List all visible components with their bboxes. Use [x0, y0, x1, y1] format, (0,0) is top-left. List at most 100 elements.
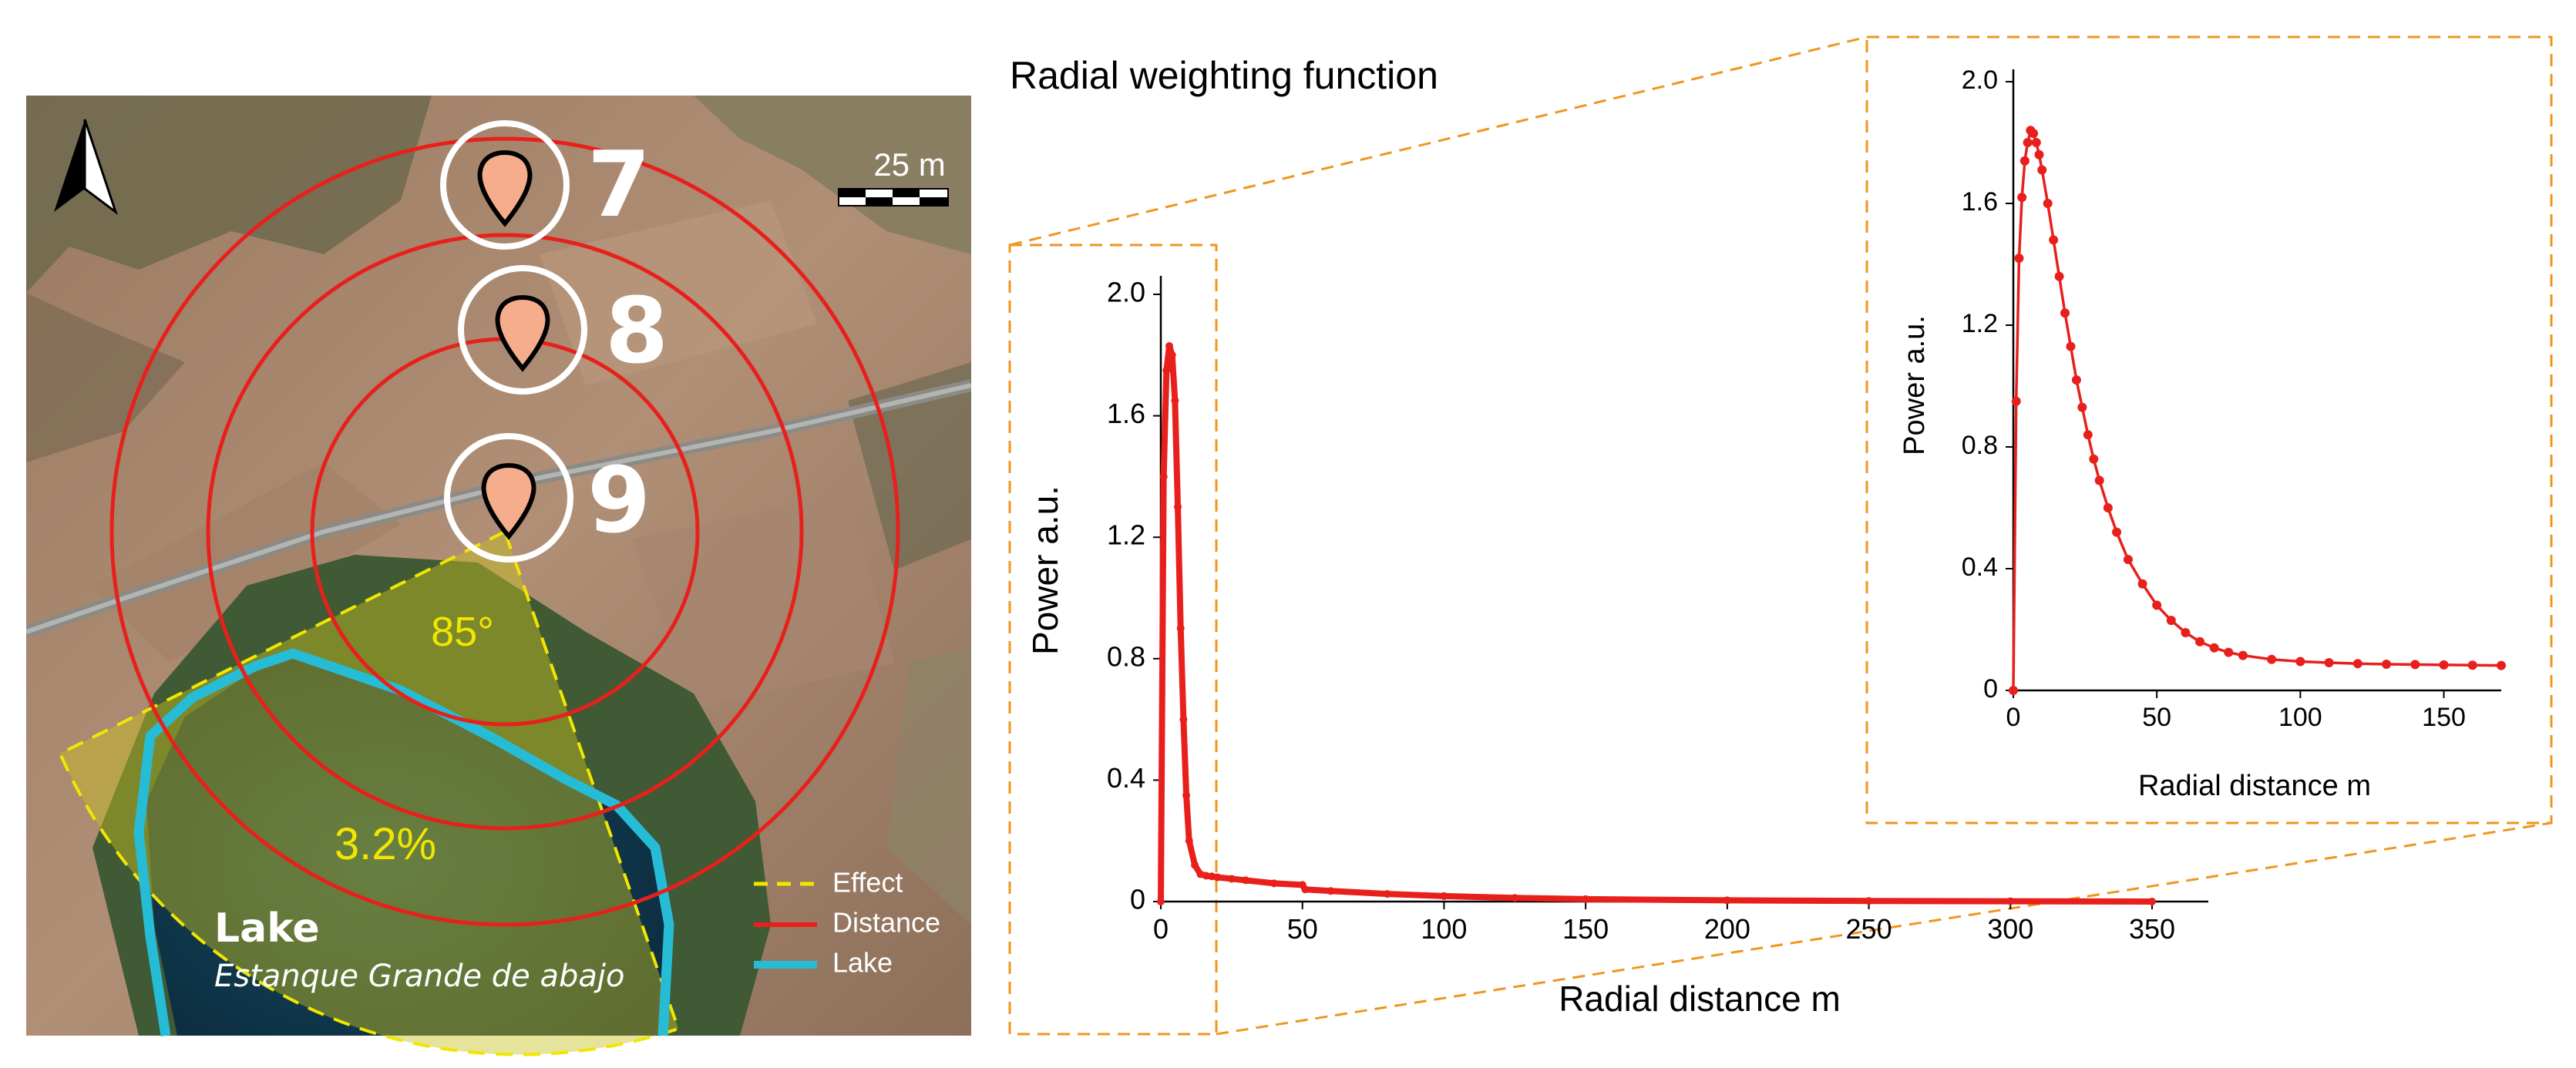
scale-bar	[838, 188, 949, 207]
site-9: 9	[444, 433, 651, 563]
data-point	[1202, 872, 1210, 880]
data-line	[1158, 342, 2153, 905]
data-point	[2077, 402, 2087, 412]
data-point	[2137, 579, 2147, 589]
data-point	[2066, 341, 2076, 351]
data-point	[2060, 308, 2070, 318]
data-point	[1301, 885, 1310, 894]
sample-marker-icon	[477, 149, 533, 227]
data-point	[2467, 660, 2477, 670]
site-label: 7	[587, 131, 651, 237]
data-point	[1270, 879, 1278, 888]
data-point	[2112, 527, 2122, 537]
data-point	[1168, 351, 1176, 359]
y-tick-label: 0.4	[1962, 552, 1998, 582]
data-point	[2195, 636, 2205, 647]
data-point	[2083, 430, 2093, 440]
data-point	[2009, 686, 2018, 695]
data-point	[2071, 375, 2081, 385]
data-point	[2439, 660, 2449, 670]
data-point	[2029, 129, 2039, 139]
site-7: 7	[440, 120, 651, 250]
data-point	[1159, 472, 1168, 481]
y-axis-label: Power a.u.	[1898, 315, 1931, 455]
data-point	[2123, 555, 2133, 565]
data-point	[2017, 193, 2027, 203]
site-label: 8	[605, 277, 668, 384]
data-point	[2410, 660, 2420, 670]
y-tick-label: 0.4	[1107, 762, 1145, 794]
scale-label: 25 m	[873, 146, 945, 183]
data-point	[1185, 837, 1193, 845]
distance-ring	[109, 136, 900, 927]
x-tick-label: 300	[1987, 913, 2033, 945]
x-axis-label: Radial distance m	[1559, 979, 1841, 1019]
lake-title: Lake	[214, 905, 320, 952]
data-point	[2166, 616, 2176, 626]
data-point	[2037, 165, 2047, 175]
data-point	[1176, 624, 1185, 633]
sample-marker-icon	[481, 462, 536, 540]
x-tick-label: 50	[1287, 913, 1318, 945]
data-point	[2094, 475, 2104, 485]
inset-chart: 0 50 100 150 0 0.4 0.8 1.2 1.6 2.0 Radial distance…	[1898, 65, 2506, 802]
site-label: 9	[587, 447, 651, 553]
inset-frame	[1865, 35, 2553, 825]
data-point	[2497, 660, 2506, 670]
data-line	[2012, 129, 2502, 691]
map-panel: 7 8 9 25 m 85° 3.2% Lake Est	[26, 96, 971, 1056]
angle-label: 85°	[431, 609, 494, 655]
legend-label: Distance	[832, 907, 940, 939]
chart-title: Radial weighting function	[1010, 54, 1438, 97]
data-point	[1327, 887, 1335, 895]
lake-water	[146, 655, 671, 1036]
y-tick-label: 0	[1130, 884, 1145, 915]
data-point	[1208, 872, 1216, 881]
x-tick-label: 0	[1153, 913, 1169, 945]
data-point	[2324, 658, 2334, 668]
data-point	[1242, 876, 1250, 885]
data-point	[2152, 600, 2162, 610]
data-point	[1723, 896, 1731, 905]
data-point	[2043, 199, 2053, 208]
y-tick-label: 0	[1983, 674, 1998, 704]
data-point	[2224, 647, 2234, 657]
data-point	[2031, 138, 2041, 147]
percent-label: 3.2%	[335, 819, 436, 869]
north-arrow-icon	[54, 119, 118, 216]
data-point	[1162, 366, 1171, 374]
zoom-indicators	[1008, 35, 2553, 1036]
x-tick-label: 150	[2422, 703, 2466, 732]
data-point	[2103, 503, 2113, 512]
data-point	[1179, 715, 1188, 724]
data-point	[1171, 396, 1179, 405]
data-point	[2019, 156, 2030, 166]
data-point	[2014, 254, 2024, 264]
site-8: 8	[458, 265, 668, 395]
y-axis-label: Power a.u.	[1025, 485, 1065, 655]
data-point	[1865, 897, 1873, 905]
zoom-region-box	[1008, 243, 1218, 1036]
data-point	[2267, 654, 2277, 664]
data-point	[1383, 890, 1391, 898]
main-chart: 0 50 100 150 200 250 300 350 0 0.4 0.8 1.2 1.6 2.0 Rad…	[1025, 276, 2208, 1019]
lake-name: Estanque Grande de abajo	[214, 959, 624, 994]
y-tick-label: 1.6	[1107, 398, 1145, 429]
data-point	[1174, 502, 1182, 511]
y-tick-label: 1.2	[1962, 309, 1998, 338]
data-point	[1227, 875, 1236, 883]
y-tick-label: 2.0	[1107, 277, 1145, 308]
x-axis-label: Radial distance m	[2138, 770, 2371, 802]
data-point	[1511, 894, 1519, 902]
data-point	[1440, 892, 1448, 900]
legend-label: Lake	[832, 947, 893, 979]
data-point	[2023, 138, 2033, 147]
distance-ring	[206, 233, 804, 831]
data-point	[2181, 627, 2191, 637]
x-tick-label: 150	[1562, 913, 1609, 945]
x-tick-label: 0	[2006, 703, 2021, 732]
data-point	[2034, 149, 2044, 160]
data-point	[2238, 650, 2248, 660]
data-point	[1191, 861, 1199, 869]
